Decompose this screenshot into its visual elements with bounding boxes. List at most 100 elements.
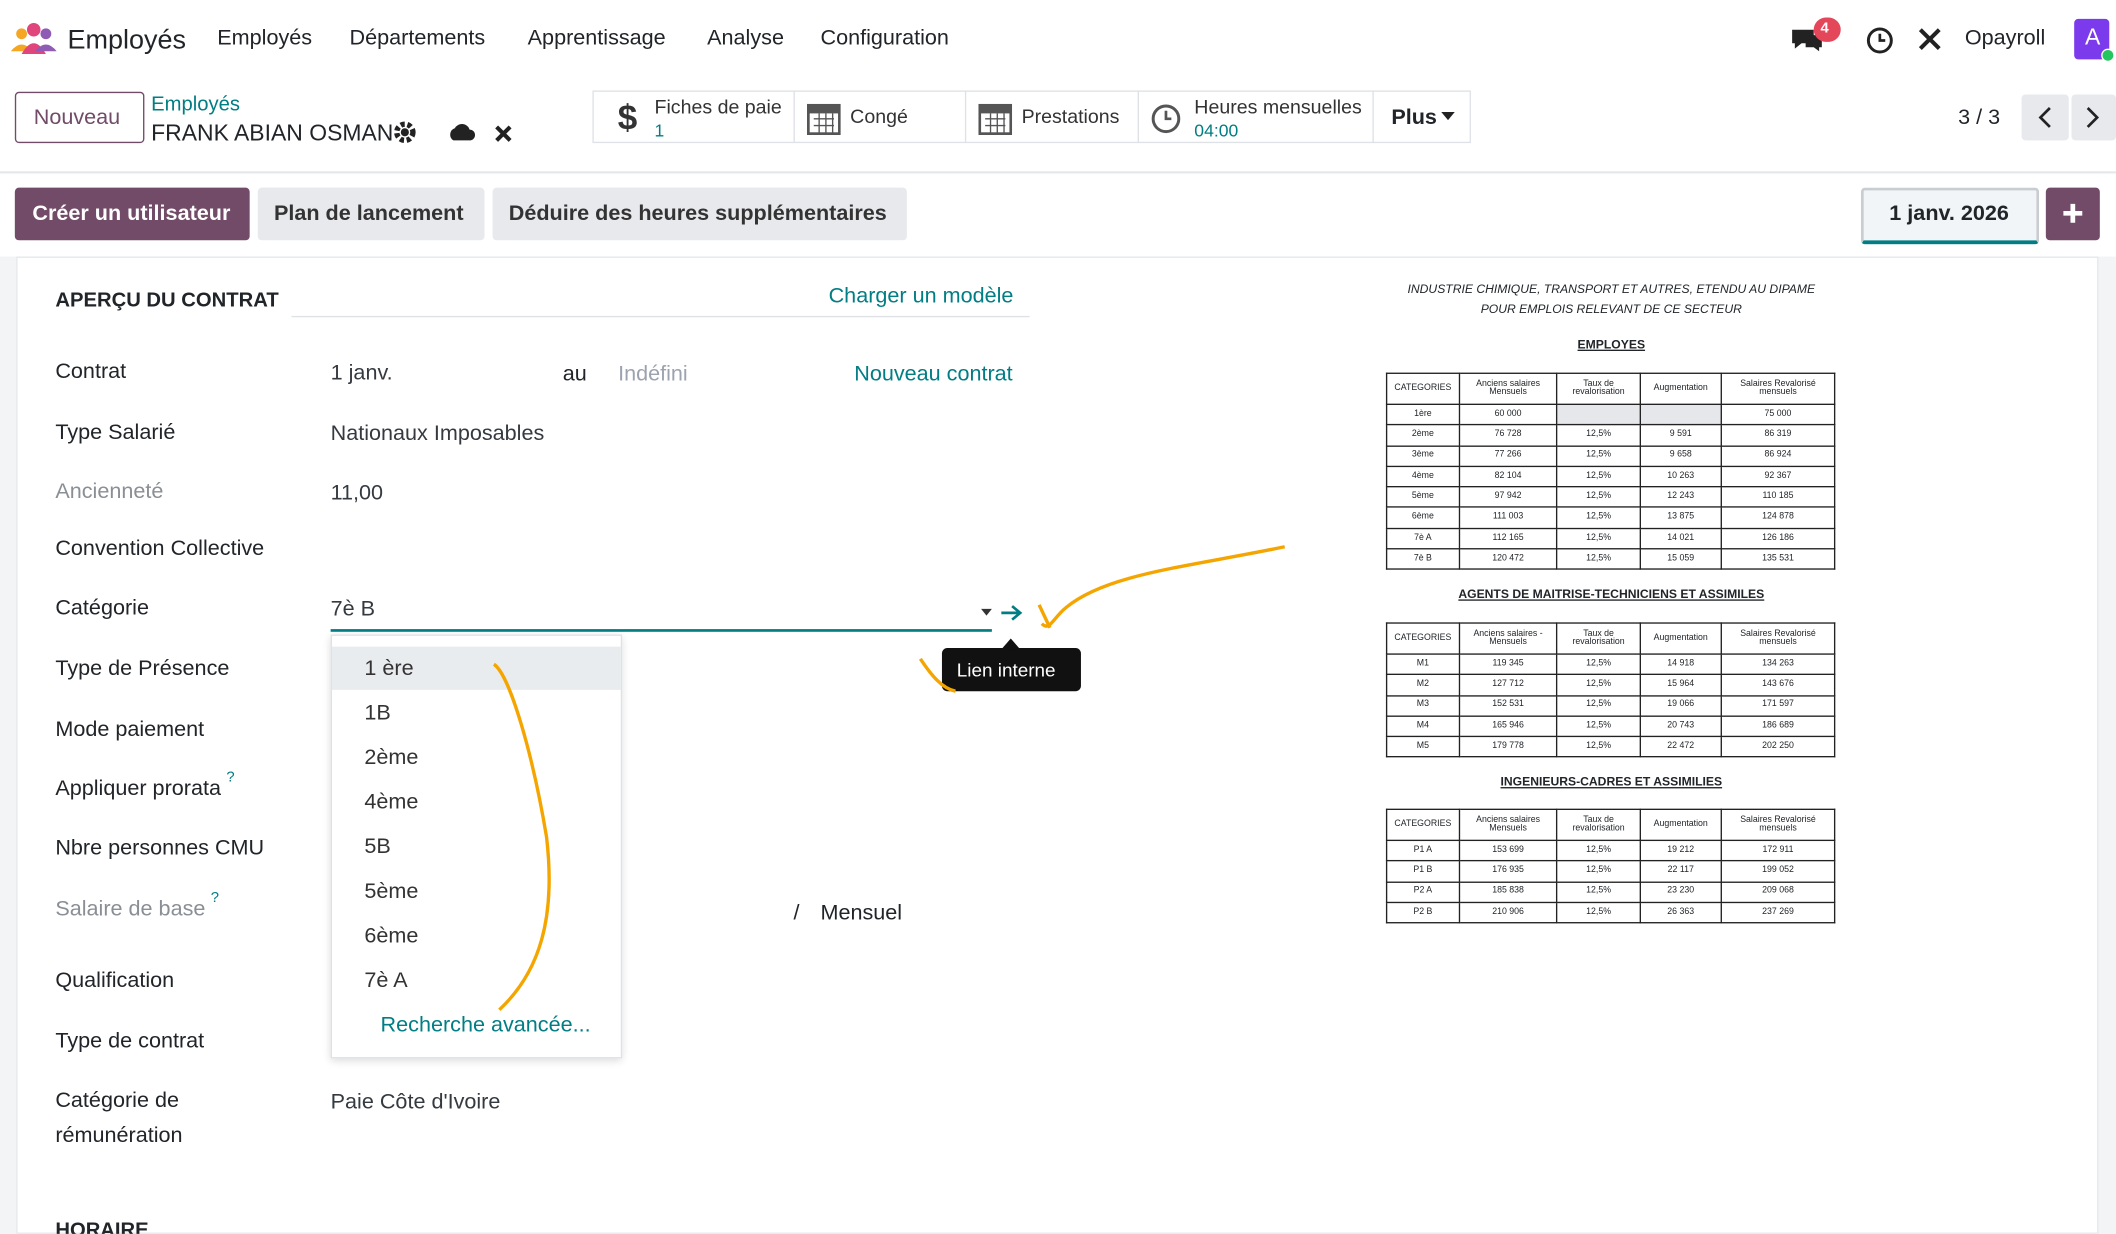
doc-cell: P2 B (1385, 901, 1460, 924)
dropdown-option[interactable]: 5ème (364, 880, 419, 904)
doc-heading: EMPLOYES (1577, 337, 1646, 351)
doc-cell: M5 (1385, 735, 1460, 759)
doc-table: CATEGORIES Anciens salaires Mensuels Taux … (1385, 372, 1836, 571)
new-button-frame[interactable] (14, 91, 145, 144)
doc-cell: 3ème (1385, 444, 1460, 467)
doc-cell: 179 778 (1458, 735, 1558, 759)
input-controls (981, 605, 1023, 621)
doc-cell: 15 059 (1639, 548, 1723, 571)
tooltip-arrow (1001, 638, 1021, 650)
dropdown-option[interactable]: 5B (364, 835, 391, 859)
action-primary[interactable] (14, 187, 250, 241)
doc-header-cell: CATEGORIES (1385, 372, 1460, 406)
record-name: FRANK ABIAN OSMAN (151, 120, 394, 146)
dropdown-option[interactable]: 1 ère (364, 657, 414, 681)
breadcrumb[interactable]: Employés (151, 93, 241, 117)
doc-cell: 176 935 (1458, 860, 1558, 883)
discard-icon[interactable] (494, 124, 513, 143)
doc-cell: 76 728 (1458, 424, 1558, 447)
doc-cell: 171 597 (1720, 694, 1836, 717)
section-title: APERÇU DU CONTRAT (55, 288, 279, 312)
action-secondary[interactable] (492, 187, 907, 241)
doc-cell: 12,5% (1556, 444, 1641, 467)
field-value[interactable]: 7è B (330, 598, 376, 621)
menu-item[interactable]: Apprentissage (527, 27, 666, 50)
doc-cell: 7è A (1385, 527, 1460, 550)
help-icon[interactable]: ? (226, 769, 235, 786)
link[interactable]: Nouveau contrat (854, 363, 1013, 387)
doc-cell: 112 165 (1458, 527, 1558, 550)
doc-cell: 12,5% (1556, 735, 1641, 759)
action-button[interactable]: Déduire des heures supplémentaires (508, 202, 887, 226)
doc-cell: 7è B (1385, 548, 1460, 571)
smart-button[interactable]: Heures mensuelles (1194, 97, 1362, 119)
dropdown-option[interactable]: 1B (364, 702, 391, 725)
link[interactable]: Charger un modèle (828, 284, 1014, 308)
doc-header-cell: Anciens salaires Mensuels (1458, 372, 1558, 406)
doc-cell (1556, 403, 1641, 426)
company-switcher[interactable]: Opayroll (1964, 27, 2046, 50)
dropdown-option[interactable]: 2ème (364, 746, 419, 770)
menu-item[interactable]: Analyse (707, 27, 784, 50)
save-icon[interactable] (447, 120, 477, 142)
section-title: HORAIRE (55, 1219, 149, 1234)
date-value[interactable]: 1 janv. 2026 (1889, 202, 2009, 226)
doc-cell: 152 531 (1458, 694, 1558, 717)
dropdown (330, 634, 623, 1059)
doc-cell: 172 911 (1720, 839, 1836, 862)
smart-button-value: 04:00 (1194, 120, 1239, 141)
smart-button[interactable]: Fiches de paie (654, 97, 782, 119)
menu-item[interactable]: Configuration (820, 27, 949, 50)
doc-cell: 12,5% (1556, 548, 1641, 571)
tooltip-text: Lien interne (956, 658, 1056, 681)
doc-cell: 12,5% (1556, 527, 1641, 550)
field-value: Mensuel (820, 901, 903, 925)
doc-header-cell: Salaires Revalorisé mensuels (1720, 372, 1836, 406)
more-button[interactable]: Plus (1391, 106, 1437, 130)
doc-cell: 143 676 (1720, 674, 1836, 697)
app-name[interactable]: Employés (67, 25, 186, 56)
doc-cell: 97 942 (1458, 486, 1558, 509)
menu-item[interactable]: Employés (217, 27, 313, 50)
doc-cell: 20 743 (1639, 715, 1723, 738)
help-icon[interactable]: ? (210, 889, 220, 906)
doc-header-cell: Salaires Revalorisé mensuels (1720, 808, 1836, 842)
doc-cell: 12,5% (1556, 880, 1641, 904)
doc-cell: 165 946 (1458, 715, 1558, 738)
smart-button[interactable]: Prestations (1021, 106, 1120, 129)
clock-icon[interactable] (1865, 26, 1895, 56)
dropdown-option[interactable]: 7è A (364, 969, 408, 993)
doc-cell: 13 875 (1639, 506, 1723, 529)
dropdown-option[interactable]: 6ème (364, 924, 419, 948)
doc-cell: P1 B (1385, 860, 1460, 883)
action-secondary[interactable] (257, 187, 485, 241)
svg-text:$: $ (618, 99, 638, 137)
gear-icon[interactable] (393, 120, 417, 144)
smart-button[interactable]: Congé (850, 106, 908, 129)
action-button[interactable]: Plan de lancement (273, 202, 464, 226)
pager-prev[interactable] (2021, 94, 2069, 141)
doc-header-cell: Anciens salaires - Mensuels (1458, 622, 1558, 655)
dropdown-option[interactable]: 4ème (364, 791, 419, 815)
separator (1137, 90, 1139, 144)
field-label: Contrat (55, 360, 127, 384)
header-area (0, 0, 2116, 173)
doc-cell: 86 924 (1720, 444, 1836, 467)
dropdown-link[interactable]: Recherche avancée... (380, 1013, 591, 1037)
doc-cell: 202 250 (1720, 735, 1836, 759)
tools-icon[interactable] (1916, 26, 1943, 53)
doc-title: POUR EMPLOIS RELEVANT DE CE SECTEUR (1480, 302, 1742, 316)
field-label: Catégorie (55, 596, 149, 620)
action-button[interactable]: Créer un utilisateur (32, 202, 231, 226)
pager-next[interactable] (2071, 94, 2116, 141)
new-button[interactable]: Nouveau (33, 106, 121, 130)
doc-cell: 5ème (1385, 486, 1460, 509)
date-box[interactable] (1860, 187, 2040, 245)
doc-header-cell: CATEGORIES (1385, 808, 1460, 842)
menu-item[interactable]: Départements (349, 27, 486, 50)
field-label: Nbre personnes CMU (55, 837, 265, 860)
doc-cell: 111 003 (1458, 506, 1558, 529)
separator (793, 90, 795, 144)
doc-cell: 75 000 (1720, 403, 1836, 426)
